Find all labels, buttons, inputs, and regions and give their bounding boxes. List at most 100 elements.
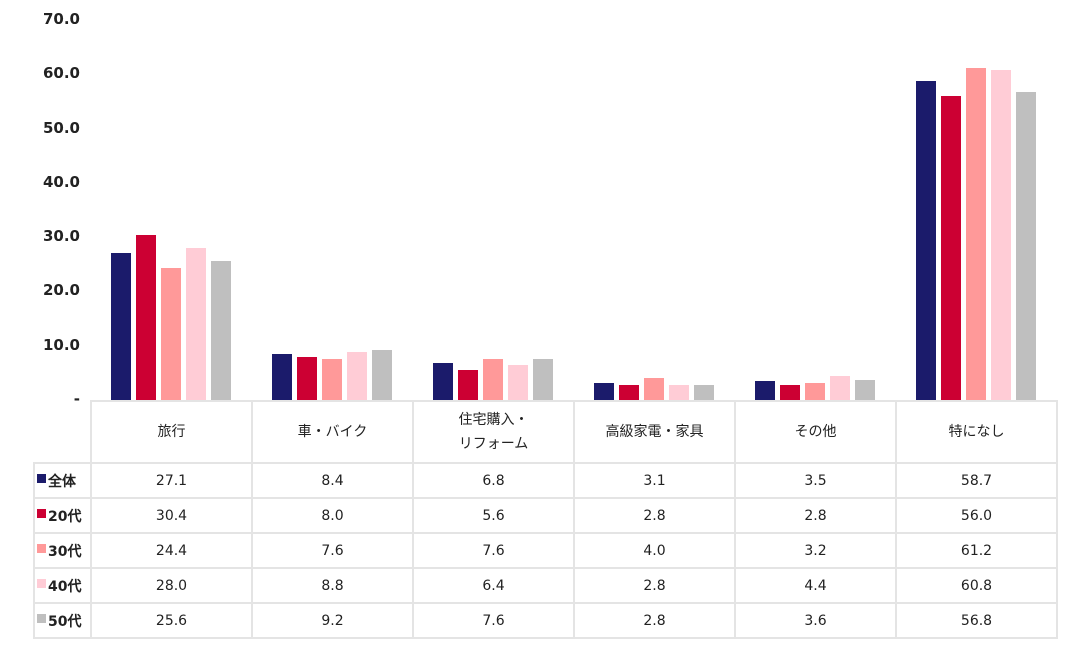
bar (321, 358, 342, 400)
table-cell: 3.1 (573, 462, 736, 499)
legend-entry: 全体 (33, 462, 92, 499)
table-cell: 60.8 (895, 567, 1058, 604)
table-cell: 58.7 (895, 462, 1058, 499)
table-row: 30代 24.4 7.6 7.6 4.0 3.2 61.2 (33, 532, 1058, 569)
category-label: 旅行 (157, 424, 186, 440)
y-tick-label: 50.0 (42, 118, 80, 137)
bar (371, 350, 392, 400)
bar (160, 267, 181, 400)
bar (482, 358, 503, 400)
bar (668, 384, 689, 400)
category-header: 車・バイク (251, 400, 414, 464)
table-cell: 3.6 (734, 602, 897, 639)
category-label: リフォーム (458, 436, 529, 452)
category-header: 住宅購入・リフォーム (412, 400, 575, 464)
category-label: その他 (794, 424, 837, 440)
legend-entry: 40代 (33, 567, 92, 604)
bar (643, 378, 664, 400)
table-row: 50代 25.6 9.2 7.6 2.8 3.6 56.8 (33, 602, 1058, 639)
data-table: 旅行 車・バイク 住宅購入・リフォーム 高級家電・家具 その他 特になし全体 27.1 8.4… (33, 400, 1058, 639)
table-cell: 3.5 (734, 462, 897, 499)
table-cell: 24.4 (90, 532, 253, 569)
y-tick-label: 70.0 (42, 10, 80, 28)
table-cell: 8.4 (251, 462, 414, 499)
table-header-row: 旅行 車・バイク 住宅購入・リフォーム 高級家電・家具 その他 特になし (34, 400, 1058, 464)
bar (457, 369, 478, 400)
table-corner (34, 401, 92, 464)
table-cell: 2.8 (573, 602, 736, 639)
table-cell: 28.0 (90, 567, 253, 604)
table-cell: 27.1 (90, 462, 253, 499)
table-cell: 56.8 (895, 602, 1058, 639)
category-label: 特になし (948, 424, 1005, 440)
bar (804, 382, 825, 400)
legend-label: 50代 (48, 613, 82, 630)
category-label: 住宅購入・ (458, 412, 529, 428)
bar (940, 96, 961, 400)
y-tick-label: 20.0 (42, 281, 80, 300)
table-cell: 25.6 (90, 602, 253, 639)
category-header: その他 (734, 400, 897, 464)
table-cell: 8.0 (251, 497, 414, 534)
bar (185, 248, 206, 400)
table-cell: 7.6 (412, 602, 575, 639)
y-tick-label: 60.0 (42, 64, 80, 83)
table-cell: 5.6 (412, 497, 575, 534)
bar (110, 252, 131, 400)
bar (593, 383, 614, 400)
bar (915, 81, 936, 400)
table-cell: 61.2 (895, 532, 1058, 569)
bar (1015, 91, 1036, 400)
plot-area (90, 20, 1056, 400)
table-cell: 6.8 (412, 462, 575, 499)
legend-swatch-icon (37, 508, 46, 518)
legend-entry: 20代 (33, 497, 92, 534)
bar (271, 354, 292, 400)
legend-swatch-icon (37, 543, 46, 553)
legend-label: 40代 (48, 578, 82, 595)
category-header: 旅行 (90, 400, 253, 464)
bar (346, 352, 367, 400)
bar (779, 384, 800, 400)
y-tick-label: 30.0 (42, 227, 80, 246)
table-cell: 4.0 (573, 532, 736, 569)
table-cell: 3.2 (734, 532, 897, 569)
category-header: 特になし (895, 400, 1058, 464)
bar (135, 234, 156, 400)
table-row: 全体 27.1 8.4 6.8 3.1 3.5 58.7 (33, 462, 1058, 499)
y-tick-label: - (73, 390, 80, 408)
table-cell: 7.6 (251, 532, 414, 569)
category-label: 車・バイク (297, 424, 368, 440)
legend-label: 30代 (48, 543, 82, 560)
table-cell: 2.8 (573, 567, 736, 604)
table-cell: 2.8 (734, 497, 897, 534)
legend-entry: 50代 (33, 602, 92, 639)
bar (296, 356, 317, 400)
bar (965, 67, 986, 400)
table-cell: 9.2 (251, 602, 414, 639)
bar (754, 381, 775, 400)
bar (507, 365, 528, 400)
table-cell: 6.4 (412, 567, 575, 604)
legend-label: 20代 (48, 508, 82, 525)
bar (829, 376, 850, 400)
category-header: 高級家電・家具 (573, 400, 736, 464)
y-tick-label: 10.0 (42, 335, 80, 354)
table-cell: 8.8 (251, 567, 414, 604)
bar (618, 384, 639, 400)
table-row: 20代 30.4 8.0 5.6 2.8 2.8 56.0 (33, 497, 1058, 534)
bar (432, 363, 453, 400)
table-cell: 30.4 (90, 497, 253, 534)
bar (532, 358, 553, 400)
bar (990, 69, 1011, 400)
table-row: 40代 28.0 8.8 6.4 2.8 4.4 60.8 (33, 567, 1058, 604)
legend-swatch-icon (37, 473, 46, 483)
table-cell: 2.8 (573, 497, 736, 534)
bar (854, 380, 875, 400)
table-cell: 7.6 (412, 532, 575, 569)
legend-swatch-icon (37, 613, 46, 623)
legend-swatch-icon (37, 578, 46, 588)
y-tick-label: 40.0 (42, 172, 80, 191)
table-cell: 56.0 (895, 497, 1058, 534)
category-label: 高級家電・家具 (605, 424, 704, 440)
